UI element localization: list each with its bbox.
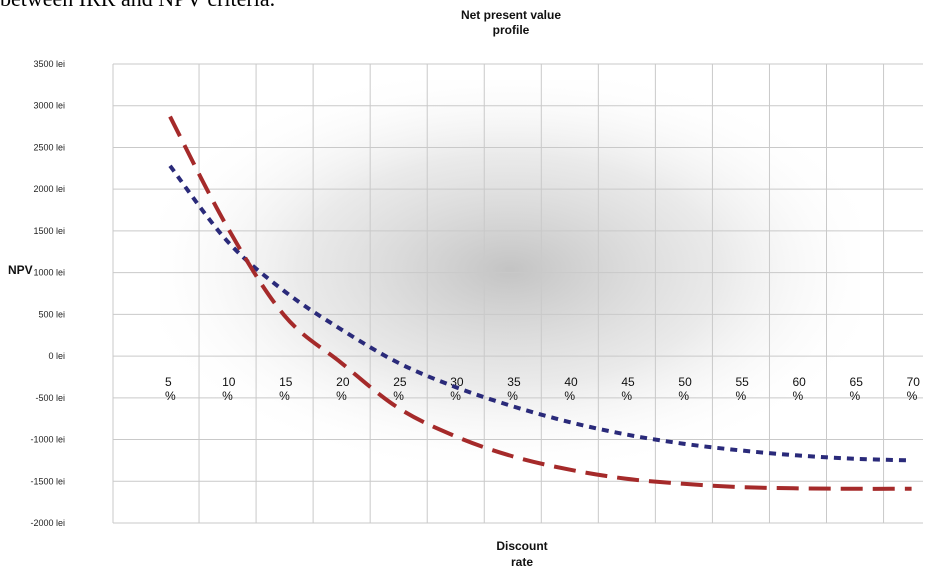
y-tick-label: 3000 lei xyxy=(33,101,65,111)
grid-layer xyxy=(112,63,923,524)
x-tick-unit: % xyxy=(564,389,575,403)
y-tick-label: -1500 lei xyxy=(30,476,65,486)
x-tick-unit: % xyxy=(850,389,861,403)
x-tick-unit: % xyxy=(793,389,804,403)
x-tick-label: 45 xyxy=(621,375,635,389)
x-tick-label: 10 xyxy=(222,375,236,389)
x-tick-unit: % xyxy=(279,389,290,403)
y-tick-label: -1000 lei xyxy=(30,435,65,445)
y-tick-label: -2000 lei xyxy=(30,518,65,528)
x-tick-label: 60 xyxy=(793,375,807,389)
y-tick-label: 1000 lei xyxy=(33,268,65,278)
x-tick-label: 25 xyxy=(393,375,407,389)
x-tick-unit: % xyxy=(907,389,918,403)
x-tick-unit: % xyxy=(507,389,518,403)
x-axis-label-line-2: rate xyxy=(511,555,533,569)
x-tick-unit: % xyxy=(222,389,233,403)
x-tick-label: 5 xyxy=(165,375,172,389)
x-tick-labels: 5%10%15%20%25%30%35%40%45%50%55%60%65%70… xyxy=(165,375,920,403)
y-tick-label: 1500 lei xyxy=(33,226,65,236)
y-axis-label: NPV xyxy=(8,263,33,277)
y-tick-labels: 3500 lei 3000 lei 2500 lei 2000 lei 1500 lei… xyxy=(30,59,65,528)
y-tick-label: 0 lei xyxy=(48,351,65,361)
x-tick-label: 50 xyxy=(678,375,692,389)
x-tick-unit: % xyxy=(735,389,746,403)
chart-title-line-1: Net present value xyxy=(461,8,561,22)
x-tick-label: 40 xyxy=(564,375,578,389)
x-tick-unit: % xyxy=(678,389,689,403)
x-tick-label: 20 xyxy=(336,375,350,389)
y-tick-label: -500 lei xyxy=(35,393,65,403)
x-tick-unit: % xyxy=(165,389,176,403)
plot-background-shading xyxy=(160,80,860,460)
x-tick-label: 55 xyxy=(735,375,749,389)
series-layer xyxy=(168,115,912,491)
x-tick-label: 65 xyxy=(850,375,864,389)
x-axis-label-line-1: Discount xyxy=(496,539,547,553)
x-tick-label: 70 xyxy=(907,375,921,389)
chart-title-line-2: profile xyxy=(493,23,530,37)
x-tick-unit: % xyxy=(621,389,632,403)
x-tick-unit: % xyxy=(450,389,461,403)
x-tick-unit: % xyxy=(336,389,347,403)
y-tick-label: 2500 lei xyxy=(33,142,65,152)
y-tick-label: 3500 lei xyxy=(33,59,65,69)
series-1-line xyxy=(168,115,912,491)
series-0-line xyxy=(168,164,912,463)
y-tick-label: 500 lei xyxy=(38,309,65,319)
x-tick-label: 15 xyxy=(279,375,293,389)
x-tick-label: 35 xyxy=(507,375,521,389)
y-tick-label: 2000 lei xyxy=(33,184,65,194)
body-text-fragment: between IRR and NPV criteria. xyxy=(0,0,275,12)
x-tick-unit: % xyxy=(393,389,404,403)
